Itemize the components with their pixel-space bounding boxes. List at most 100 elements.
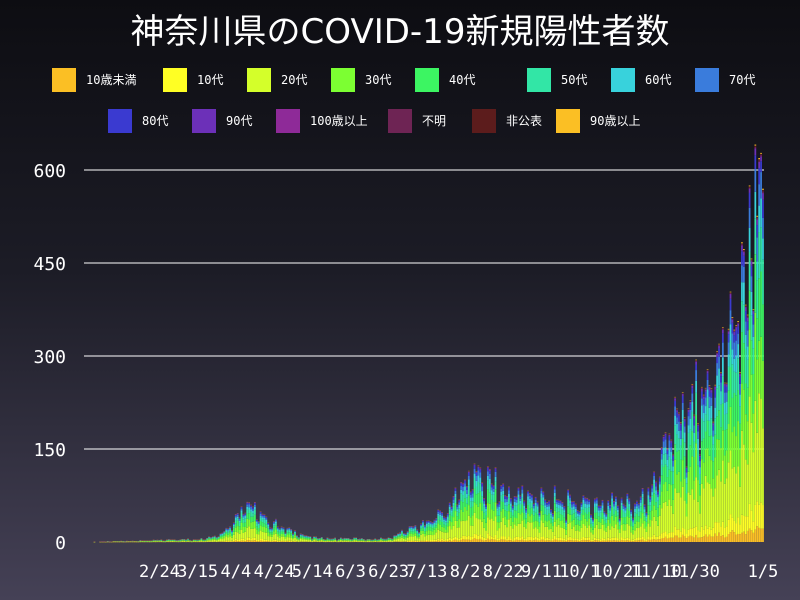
bar-segment [313, 539, 315, 542]
bar-segment [628, 504, 631, 507]
bar-segment [702, 421, 705, 439]
bar-segment [727, 534, 730, 542]
bar-segment [467, 479, 470, 486]
bar-segment [410, 529, 413, 532]
bar-segment [752, 373, 755, 414]
bar-segment [727, 329, 730, 331]
bar-segment [536, 521, 539, 530]
bar-segment [748, 503, 751, 529]
bar-segment [636, 508, 638, 514]
bar-segment [655, 509, 657, 521]
bar-segment [464, 521, 466, 536]
bar-segment [420, 528, 422, 531]
bar-segment [632, 526, 634, 530]
bar-segment [704, 431, 707, 450]
bar-segment [588, 504, 591, 508]
bar-segment [257, 534, 260, 540]
bar-segment [672, 513, 675, 533]
bar-segment [721, 357, 724, 377]
bar-segment [244, 541, 247, 542]
bar-segment [712, 478, 715, 497]
bar-segment [473, 465, 476, 470]
bar-segment [551, 538, 554, 541]
bar-segment [395, 537, 398, 539]
bar-segment [525, 540, 527, 542]
bar-segment [229, 533, 231, 537]
bar-segment [446, 519, 449, 523]
bar-segment [691, 489, 694, 529]
bar-segment [458, 512, 461, 520]
bar-segment [179, 541, 182, 542]
bar-segment [227, 540, 230, 542]
bar-segment [555, 526, 558, 538]
bar-segment [689, 402, 692, 405]
bar-segment [443, 519, 445, 522]
bar-segment [569, 496, 571, 498]
bar-segment [714, 418, 717, 435]
bar-segment [297, 539, 300, 541]
bar-segment [693, 418, 696, 426]
bar-segment [519, 496, 522, 497]
bar-segment [609, 516, 612, 524]
bar-segment [213, 537, 216, 539]
bar-segment [712, 422, 715, 424]
bar-segment [313, 538, 315, 539]
bar-segment [603, 511, 606, 512]
bar-segment [664, 433, 667, 436]
bar-segment [550, 510, 552, 512]
bar-segment [735, 473, 738, 524]
bar-segment [727, 519, 730, 534]
bar-segment [420, 525, 422, 527]
bar-segment [586, 537, 589, 541]
bar-segment [502, 501, 505, 509]
bar-segment [597, 506, 600, 507]
bar-segment [250, 505, 252, 507]
bar-segment [288, 534, 291, 538]
bar-segment [574, 505, 577, 507]
bar-segment [360, 540, 363, 541]
bar-segment [756, 215, 759, 217]
bar-segment [758, 393, 761, 505]
bar-segment [446, 514, 449, 516]
bar-segment [657, 491, 659, 493]
bar-segment [668, 537, 671, 542]
bar-segment [662, 438, 665, 442]
bar-segment [657, 525, 659, 537]
bar-segment [622, 540, 625, 542]
bar-segment [645, 526, 648, 532]
bar-segment [561, 527, 564, 539]
bar-segment [232, 539, 235, 542]
bar-segment [567, 513, 570, 524]
bar-segment [756, 526, 759, 542]
bar-segment [517, 540, 520, 542]
bar-segment [658, 504, 661, 516]
bar-segment [653, 516, 655, 535]
bar-segment [752, 324, 755, 337]
bar-segment [278, 531, 281, 533]
bar-segment [758, 232, 761, 279]
bar-segment [718, 356, 720, 369]
bar-segment [616, 509, 619, 513]
bar-segment [599, 507, 602, 511]
bar-segment [404, 535, 407, 537]
bar-segment [527, 493, 529, 497]
bar-segment [557, 500, 560, 503]
bar-segment [345, 539, 348, 541]
bar-segment [588, 507, 591, 512]
bar-segment [595, 518, 598, 525]
bar-segment [727, 334, 730, 343]
bar-segment [641, 513, 644, 524]
bar-segment [708, 483, 711, 527]
bar-segment [754, 254, 757, 313]
bar-segment [605, 540, 608, 542]
bar-segment [525, 528, 527, 539]
bar-segment [683, 432, 686, 443]
bar-segment [227, 530, 230, 532]
bar-segment [664, 435, 667, 440]
bar-segment [475, 475, 478, 481]
bar-segment [725, 401, 728, 414]
bar-segment [662, 532, 665, 538]
bar-segment [271, 536, 273, 541]
bar-segment [529, 536, 531, 541]
bar-segment [700, 537, 703, 542]
